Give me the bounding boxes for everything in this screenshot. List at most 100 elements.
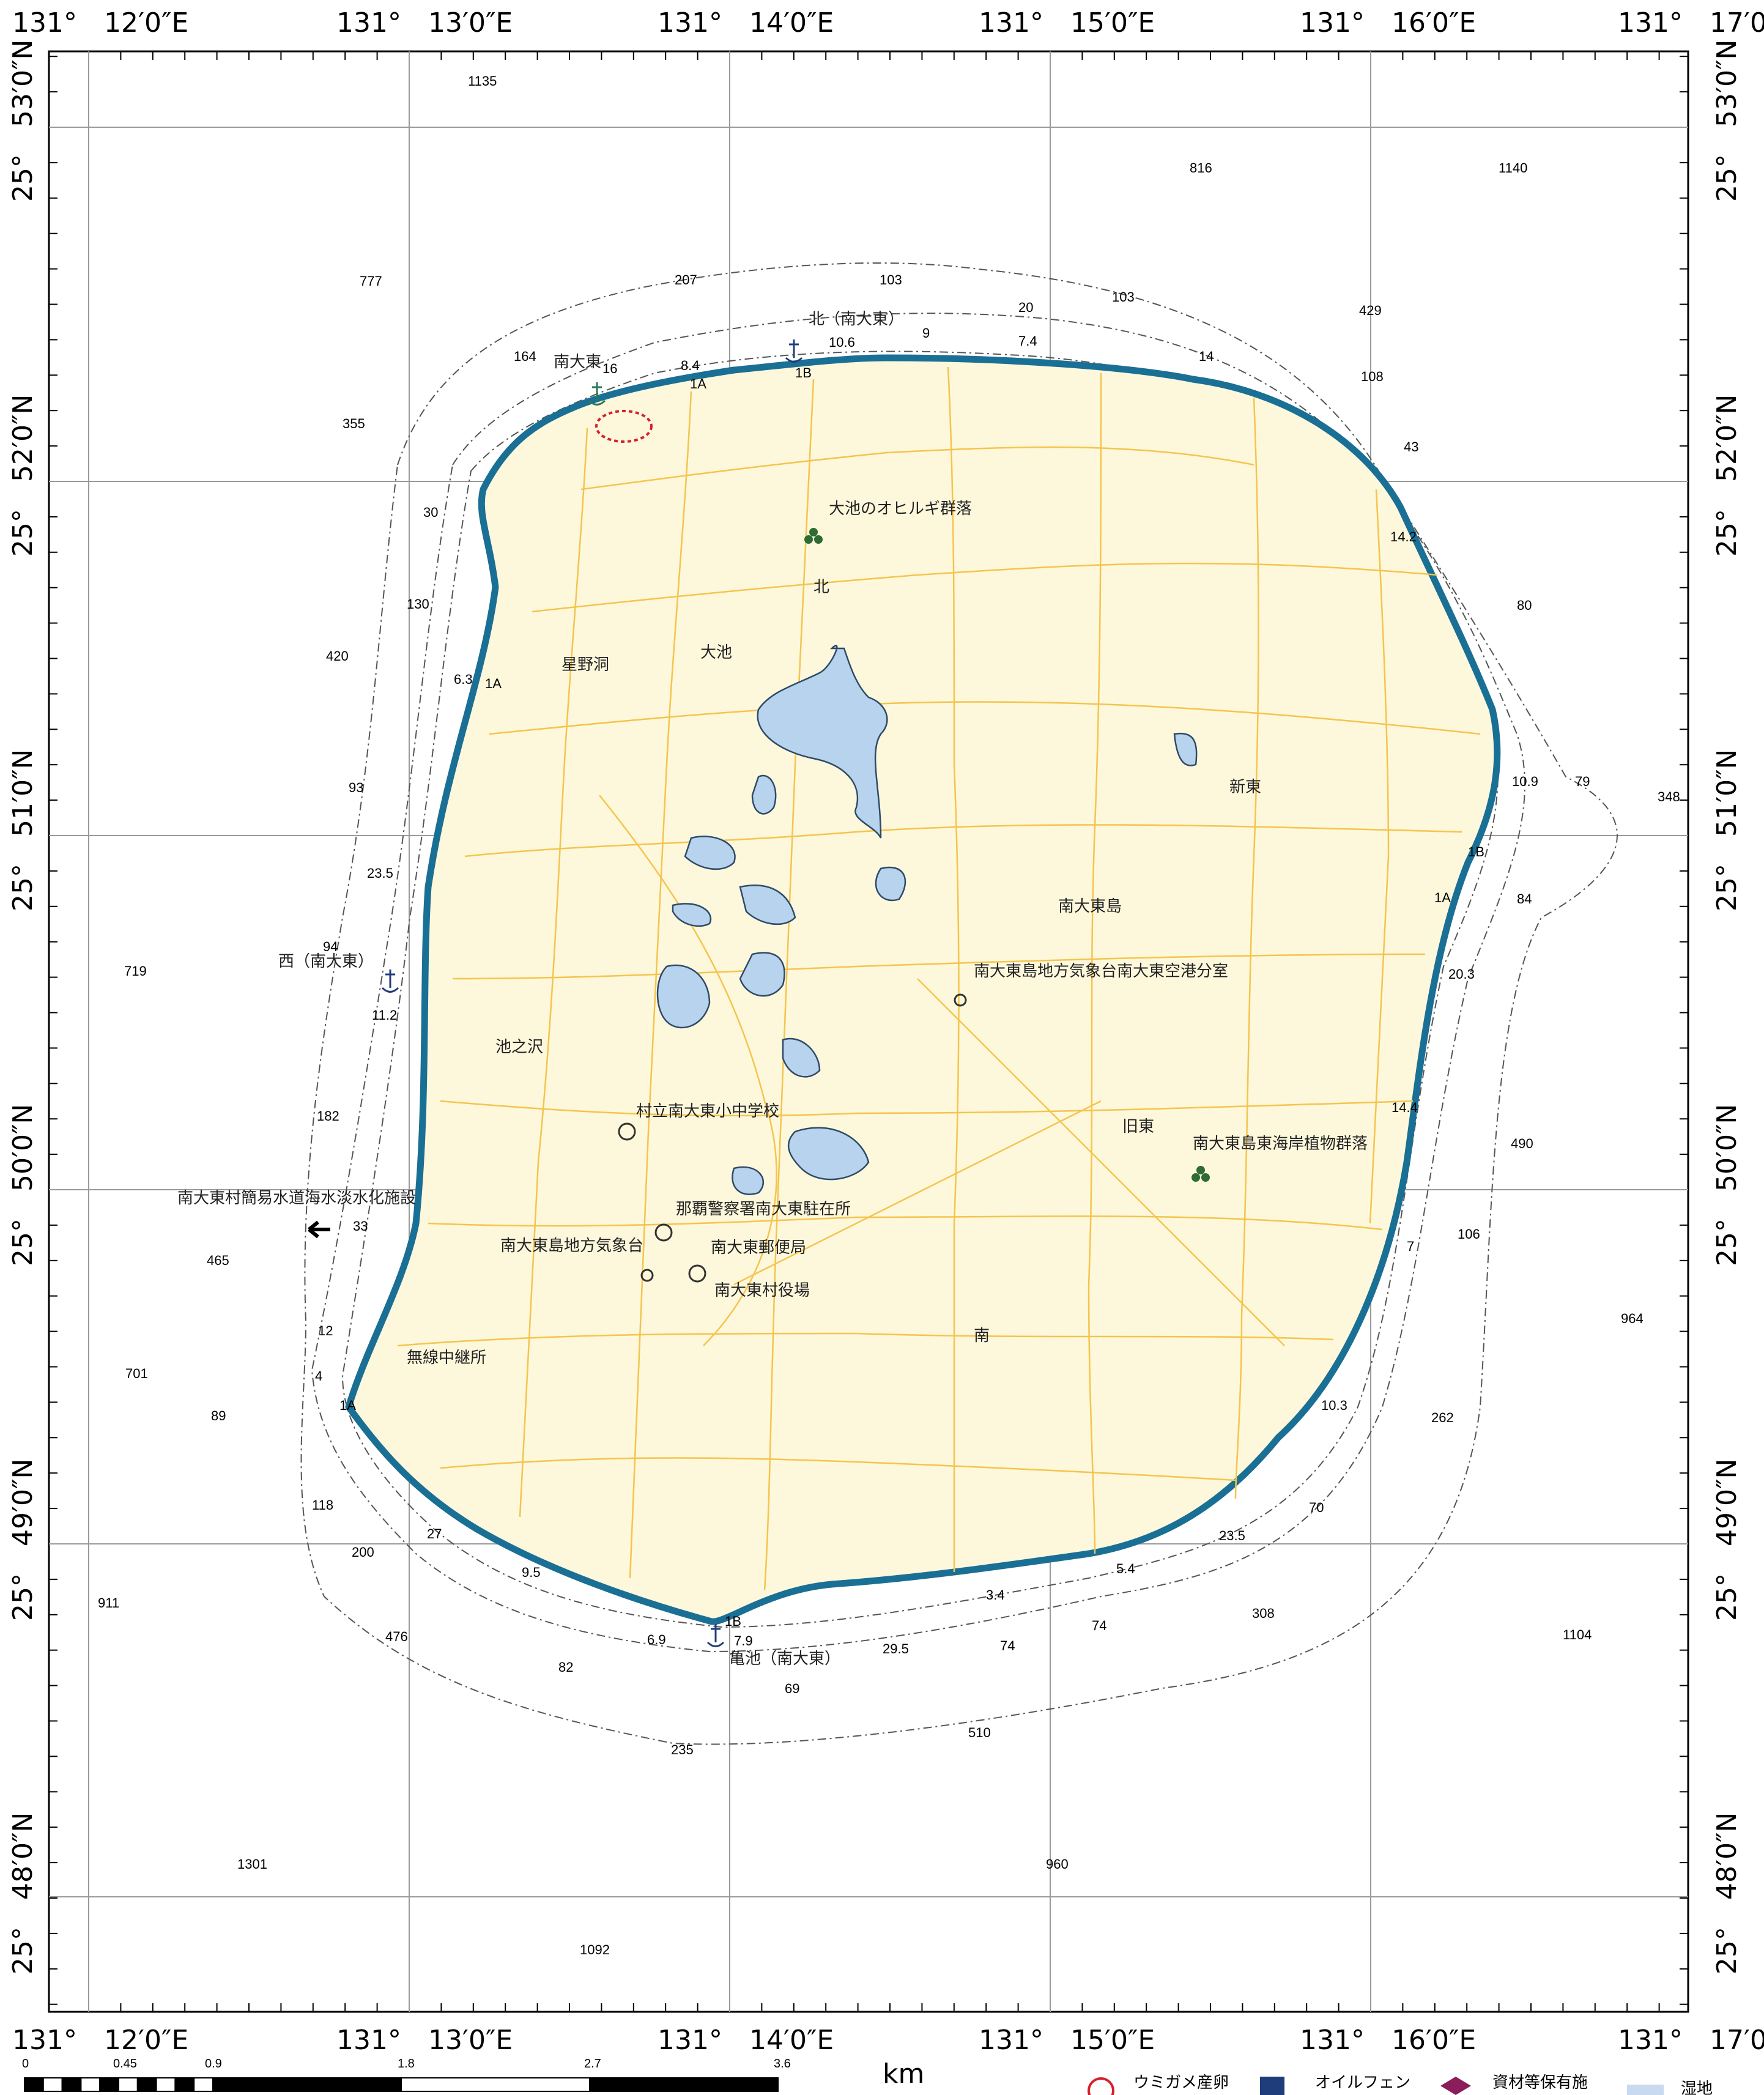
scale-segment: [24, 2077, 44, 2092]
weather-station-icon: [640, 1269, 654, 1282]
sounding: 106: [1458, 1226, 1480, 1242]
marsh-icon: [1627, 2085, 1664, 2095]
road-network: [397, 366, 1481, 1591]
scale-tick-label: 0: [22, 2057, 29, 2071]
sounding: 14: [1199, 349, 1214, 364]
sounding: 11.2: [372, 1007, 397, 1023]
police-icon: [654, 1223, 673, 1242]
sounding: 200: [352, 1544, 374, 1560]
place-school: 村立南大東小中学校: [636, 1102, 779, 1121]
sounding: 69: [785, 1681, 799, 1696]
place-hoshinodo: 星野洞: [561, 656, 609, 674]
lake-12: [1173, 732, 1198, 766]
sounding: 262: [1431, 1410, 1454, 1425]
place-coastal-plants: 南大東島東海岸植物群落: [1193, 1135, 1368, 1153]
scale-segment: [212, 2077, 402, 2092]
scale-bar: 0 0.45 0.9 1.8 2.7 3.6 km: [22, 2057, 924, 2092]
place-kita: 北: [813, 578, 829, 596]
sounding: 14.4: [1392, 1100, 1418, 1115]
sounding: 465: [207, 1253, 229, 1268]
sounding: 3.4: [986, 1587, 1005, 1603]
sounding: 1A: [1434, 890, 1451, 905]
place-village-office: 南大東村役場: [714, 1281, 810, 1300]
lat-label: 25° 50′0″N: [7, 1104, 39, 1266]
scale-segment: [99, 2077, 119, 2092]
anchor-icon: [588, 382, 606, 406]
sounding: 701: [125, 1366, 148, 1381]
lat-label: 25° 49′0″N: [7, 1459, 39, 1621]
scale-segment: [80, 2077, 101, 2092]
scale-segment: [401, 2077, 590, 2092]
lake-5: [739, 884, 796, 925]
scale-segment: [589, 2077, 779, 2092]
sounding: 8.4: [681, 358, 700, 373]
sounding: 1A: [690, 376, 706, 391]
scale-segment: [193, 2077, 214, 2092]
lat-label: 25° 48′0″N: [1711, 1812, 1743, 1974]
sounding: 1104: [1563, 1627, 1592, 1642]
sounding: 89: [211, 1408, 226, 1423]
sounding: 719: [124, 963, 147, 979]
lat-label: 25° 52′0″N: [7, 395, 39, 557]
sounding: 5.4: [1116, 1561, 1135, 1576]
contour-10: [341, 350, 1499, 1628]
place-kameike-port: 亀池（南大東）: [729, 1650, 840, 1668]
scale-segment: [42, 2077, 63, 2092]
lon-label: 131° 12′0″E: [12, 7, 188, 39]
scale-segments: [24, 2077, 779, 2092]
sounding: 9.5: [522, 1565, 541, 1580]
lat-label: 25° 53′0″N: [7, 40, 39, 202]
coastal-plant-icon: [1191, 1173, 1200, 1182]
scale-segment: [61, 2077, 82, 2092]
legend-oil-fence: オイルフェン: [1315, 2074, 1410, 2092]
place-water-plant: 南大東村簡易水道海水淡水化施設: [177, 1189, 416, 1207]
legend-materials: 資材等保有施: [1492, 2074, 1588, 2092]
sounding: 420: [326, 648, 349, 664]
lake-9: [782, 1037, 821, 1078]
sounding: 79: [1575, 774, 1590, 789]
sounding: 82: [558, 1659, 573, 1675]
place-airport-obs: 南大東島地方気象台南大東空港分室: [974, 962, 1228, 981]
lake-4: [672, 903, 712, 927]
scale-tick-label: 3.6: [774, 2057, 791, 2071]
mangrove-icon: [804, 535, 813, 544]
sounding: 108: [1361, 369, 1384, 384]
scale-tick-label: 1.8: [398, 2057, 415, 2071]
scale-segment: [118, 2077, 138, 2092]
lat-label: 25° 49′0″N: [1711, 1459, 1743, 1621]
place-kyuto: 旧東: [1122, 1118, 1154, 1136]
sounding: 1A: [339, 1398, 356, 1413]
sounding: 235: [671, 1742, 694, 1757]
scale-unit: km: [883, 2058, 924, 2089]
sounding: 27: [427, 1526, 442, 1541]
sounding: 355: [343, 416, 365, 431]
sounding: 7.4: [1018, 333, 1037, 349]
oil-fence-icon: [1260, 2077, 1284, 2095]
place-oike-ohirugi: 大池のオヒルギ群落: [829, 500, 972, 518]
place-minamidaito-island: 南大東島: [1058, 897, 1122, 916]
sounding: 1B: [795, 365, 812, 380]
sounding: 1B: [1468, 844, 1484, 859]
sounding: 10.6: [829, 335, 855, 350]
sounding: 20.3: [1448, 966, 1475, 982]
sounding: 12: [318, 1323, 333, 1338]
scale-tick-label: 0.45: [113, 2057, 137, 2071]
lake-10: [788, 1127, 870, 1181]
sounding: 960: [1046, 1856, 1069, 1872]
scale-tick-label: 2.7: [584, 2057, 601, 2071]
lake-8: [656, 964, 711, 1029]
sounding: 80: [1517, 598, 1532, 613]
sounding: 103: [1112, 289, 1135, 305]
oike-lake: [757, 645, 888, 839]
turtle-icon: [1088, 2077, 1114, 2095]
sounding: 964: [1621, 1311, 1644, 1326]
top-longitude-labels: 131° 12′0″E 131° 13′0″E 131° 14′0″E 131°…: [12, 7, 1764, 39]
sounding: 182: [317, 1108, 339, 1124]
sounding: 7: [1407, 1239, 1414, 1254]
airport-weather-icon: [954, 993, 967, 1007]
place-radio-relay: 無線中継所: [407, 1349, 486, 1367]
sounding: 4: [315, 1368, 322, 1384]
turtle-nesting-marker: [595, 410, 653, 443]
lake-6: [875, 866, 906, 902]
sounding: 490: [1511, 1136, 1533, 1151]
